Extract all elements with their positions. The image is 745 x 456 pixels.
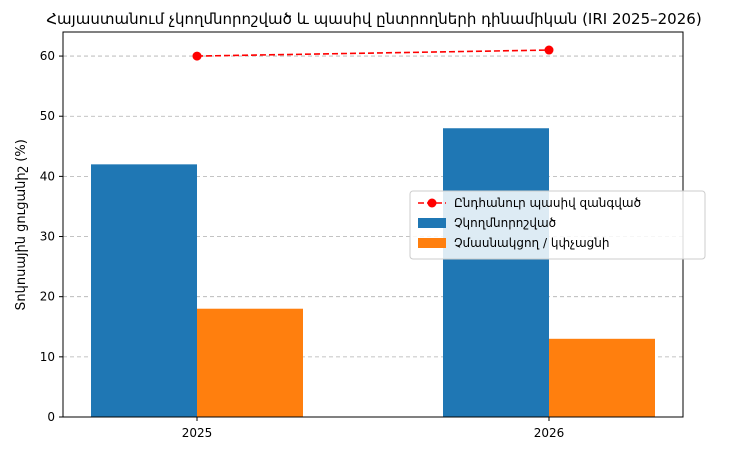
bar-series0-2026: [443, 128, 549, 417]
legend-label-2: Չմասնակցող / կփչացնի: [454, 236, 609, 250]
bar-series1-2026: [549, 338, 655, 417]
x-tick-label-0: 2025: [182, 426, 213, 440]
legend-box: [409, 190, 706, 260]
legend: Ընդհանուր պասիվ զանգված Չկողմնորոշված Չմաս…: [409, 190, 706, 260]
axis-ticks: 0 10 20 30 40 50 60 2025 2026: [40, 49, 565, 440]
legend-bar-swatch-1: [418, 218, 446, 228]
y-tick-label-0: 0: [47, 410, 55, 424]
total-passive-line: [192, 45, 554, 61]
legend-label-0: Ընդհանուր պասիվ զանգված: [454, 196, 641, 210]
bar-series0-2025: [91, 164, 197, 417]
y-tick-label-5: 50: [40, 109, 55, 123]
y-tick-label-6: 60: [40, 49, 55, 63]
x-tick-label-1: 2026: [534, 426, 565, 440]
chart-title: Հայաստանում չկողմնորոշված և պասիվ ընտրող…: [46, 10, 701, 28]
line-point-2025: [192, 51, 202, 61]
bar-series1-2025: [197, 308, 303, 417]
legend-bar-swatch-2: [418, 238, 446, 248]
y-tick-label-3: 30: [40, 230, 55, 244]
y-tick-label-4: 40: [40, 169, 55, 183]
bars: [91, 128, 655, 417]
legend-label-1: Չկողմնորոշված: [454, 216, 556, 230]
y-axis-label: Տոկոսային ցուցանիշ (%): [14, 139, 29, 311]
legend-marker-swatch: [427, 198, 437, 208]
y-tick-label-1: 10: [40, 350, 55, 364]
line-point-2026: [544, 45, 554, 55]
line-series-0: [196, 49, 550, 57]
y-tick-label-2: 20: [40, 290, 55, 304]
